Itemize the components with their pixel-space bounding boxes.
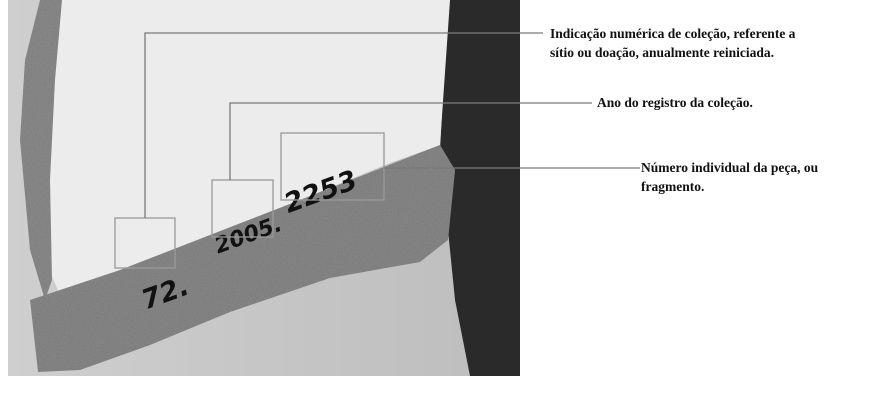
annotation: Número individual da peça, ou	[641, 160, 819, 175]
annotation: Ano do registro da coleção.	[597, 95, 753, 110]
annotation: fragmento.	[641, 179, 704, 194]
annotation: Indicação numérica de coleção, referente…	[550, 26, 796, 41]
photo: 72. 2005. 2253	[8, 0, 520, 376]
annotation: sítio ou doação, anualmente reiniciada.	[550, 45, 774, 60]
annotated-photo: 72. 2005. 2253 Indicação numérica de col…	[0, 0, 888, 401]
